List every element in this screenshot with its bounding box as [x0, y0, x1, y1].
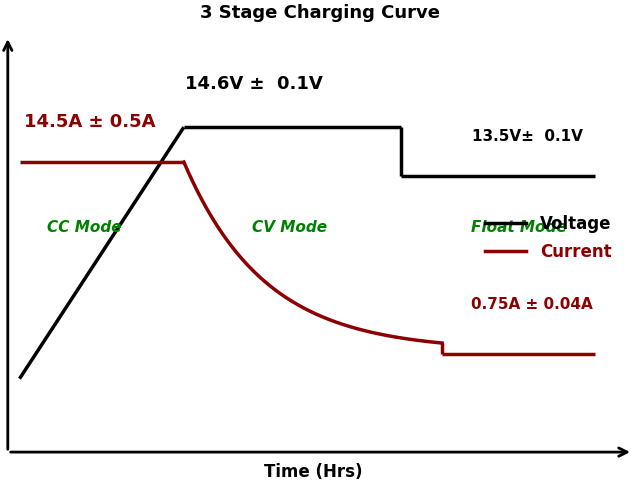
- Text: 14.6V ±  0.1V: 14.6V ± 0.1V: [186, 75, 323, 93]
- Legend: Voltage, Current: Voltage, Current: [478, 208, 618, 268]
- Title: 3 Stage Charging Curve: 3 Stage Charging Curve: [200, 4, 440, 22]
- Text: Time (Hrs): Time (Hrs): [264, 463, 362, 481]
- Text: 14.5A ± 0.5A: 14.5A ± 0.5A: [24, 113, 156, 131]
- Text: Float Mode: Float Mode: [470, 220, 566, 235]
- Text: 13.5V±  0.1V: 13.5V± 0.1V: [472, 129, 582, 144]
- Text: CC Mode: CC Mode: [47, 220, 122, 235]
- Text: CV Mode: CV Mode: [252, 220, 327, 235]
- Text: 0.75A ± 0.04A: 0.75A ± 0.04A: [472, 297, 593, 312]
